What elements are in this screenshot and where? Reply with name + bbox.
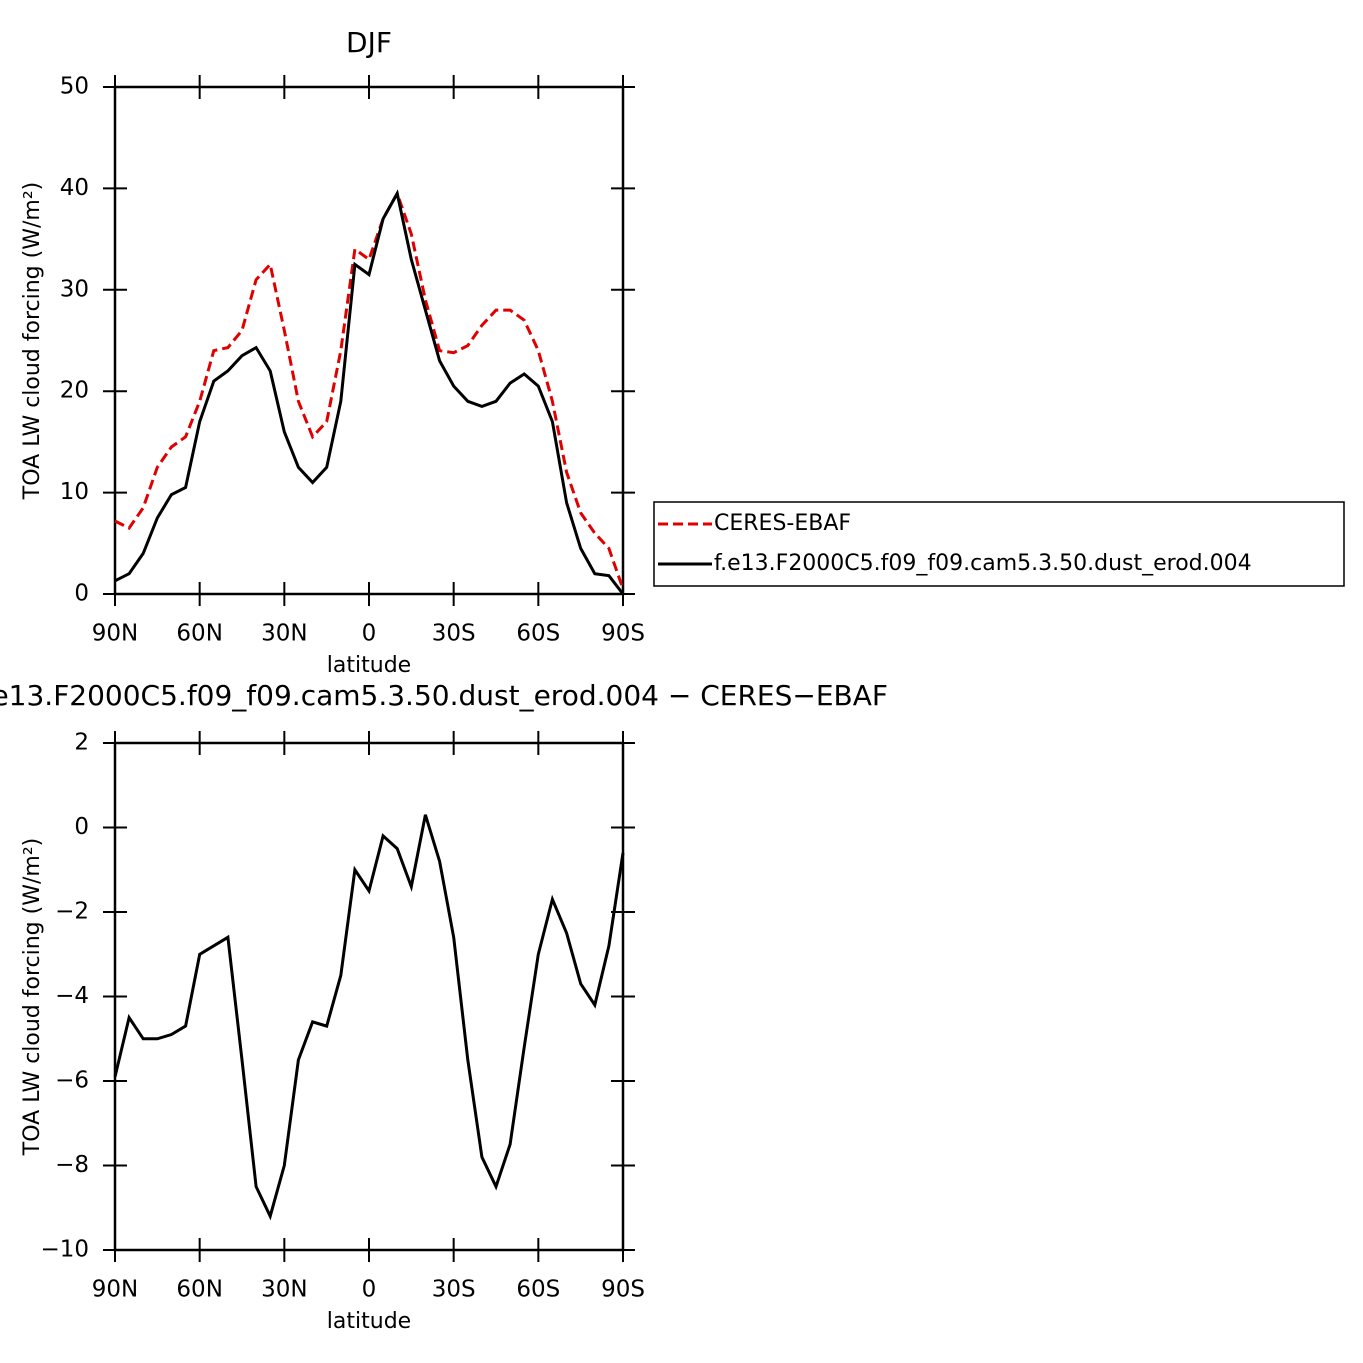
x-tick-label: 30N [261, 1277, 307, 1303]
legend-label: CERES-EBAF [714, 511, 851, 536]
x-tick-label: 60N [176, 621, 222, 647]
y-axis-label: TOA LW cloud forcing (W/m²) [20, 838, 45, 1156]
y-tick-label: 20 [60, 378, 89, 404]
y-tick-label: −8 [55, 1152, 89, 1178]
data-line [113, 814, 625, 1221]
y-tick-label: −4 [55, 983, 89, 1009]
plot-frame [113, 85, 625, 596]
data-line [114, 189, 625, 595]
data-line [114, 189, 625, 590]
y-tick-label: 0 [74, 581, 89, 607]
legend-box [653, 501, 1345, 587]
legend-label: f.e13.F2000C5.f09_f09.cam5.3.50.dust_ero… [714, 551, 1252, 576]
x-tick-label: 30S [432, 621, 476, 647]
y-tick-label: −6 [55, 1068, 89, 1094]
y-tick-label: 40 [60, 175, 89, 201]
x-tick-label: 30S [432, 1277, 476, 1303]
x-tick-label: 60N [176, 1277, 222, 1303]
x-tick-label: 90N [92, 621, 138, 647]
y-tick-label: −10 [40, 1237, 89, 1263]
x-tick-label: 90S [601, 621, 645, 647]
y-tick-label: 2 [74, 730, 89, 756]
y-tick-label: 0 [74, 814, 89, 840]
x-tick-label: 90S [601, 1277, 645, 1303]
x-tick-label: 90N [92, 1277, 138, 1303]
y-tick-label: 10 [60, 479, 89, 505]
x-tick-label: 60S [516, 621, 560, 647]
x-tick-label: 0 [362, 621, 377, 647]
y-axis-label: TOA LW cloud forcing (W/m²) [20, 182, 45, 500]
x-tick-label: 0 [362, 1277, 377, 1303]
chart-title: f.e13.F2000C5.f09_f09.cam5.3.50.dust_ero… [0, 679, 888, 712]
chart-title: DJF [346, 26, 392, 59]
x-tick-label: 30N [261, 621, 307, 647]
x-tick-label: 60S [516, 1277, 560, 1303]
y-tick-label: −2 [55, 899, 89, 925]
x-axis-label: latitude [327, 1309, 411, 1334]
y-tick-label: 30 [60, 276, 89, 302]
y-tick-label: 50 [60, 74, 89, 100]
x-axis-label: latitude [327, 653, 411, 678]
